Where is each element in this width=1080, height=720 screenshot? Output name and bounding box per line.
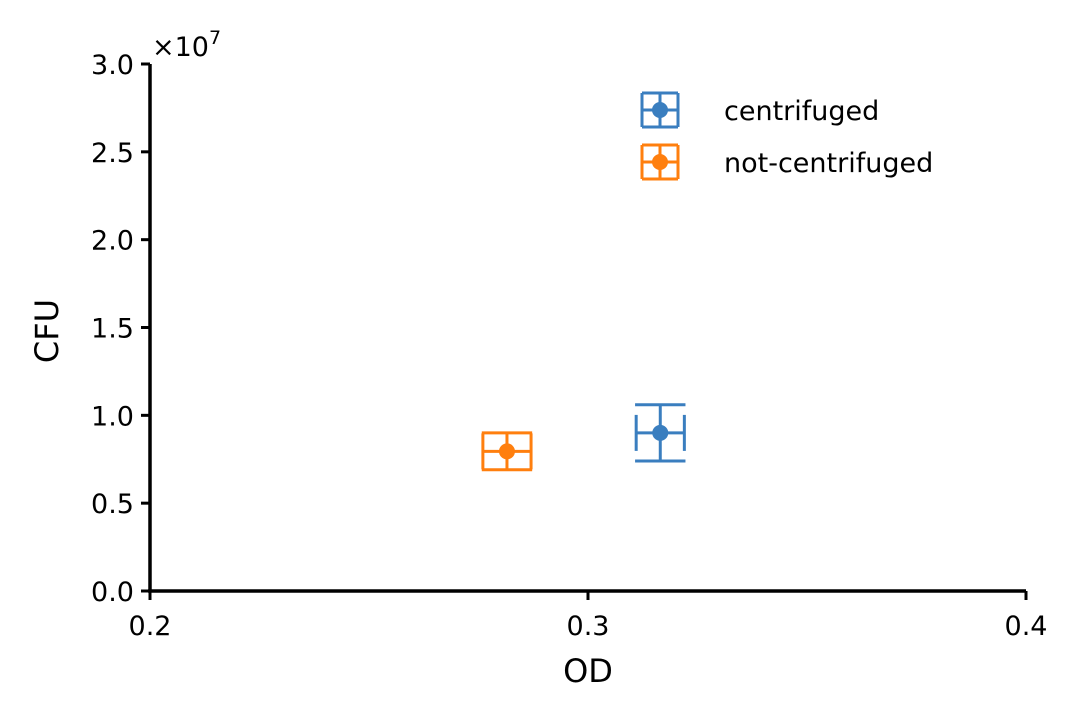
legend-entry: centrifuged <box>640 91 879 129</box>
legend: centrifuged not-centrifuged <box>640 91 933 181</box>
y-tick-label: 2.0 <box>91 226 134 257</box>
y-tick-label: 0.0 <box>91 577 134 608</box>
y-offset-label: ×107 <box>152 27 221 63</box>
legend-marker <box>652 102 668 118</box>
x-tick-label: 0.3 <box>567 611 610 642</box>
series-layer <box>481 403 686 472</box>
y-ticks: 0.0 0.5 1.0 1.5 2.0 2.5 3.0 <box>91 50 150 608</box>
data-point <box>498 443 515 460</box>
axes <box>148 64 1026 593</box>
y-tick-label: 1.5 <box>91 314 134 345</box>
legend-label: centrifuged <box>724 96 879 127</box>
x-tick-label: 0.2 <box>129 611 172 642</box>
y-axis-label: CFU <box>28 299 66 363</box>
y-tick-label: 1.0 <box>91 401 134 432</box>
x-tick-label: 0.4 <box>1005 611 1048 642</box>
legend-label: not-centrifuged <box>724 148 933 179</box>
y-offset-exponent: 7 <box>209 27 221 49</box>
series-centrifuged <box>634 403 686 463</box>
x-ticks: 0.2 0.3 0.4 <box>129 591 1048 642</box>
y-tick-label: 2.5 <box>91 138 134 169</box>
y-tick-label: 3.0 <box>91 50 134 81</box>
legend-marker <box>652 154 668 170</box>
series-not-centrifuged <box>481 431 533 472</box>
x-axis-label: OD <box>563 652 613 690</box>
legend-entry: not-centrifuged <box>640 143 933 181</box>
y-tick-label: 0.5 <box>91 489 134 520</box>
data-point <box>652 424 669 441</box>
